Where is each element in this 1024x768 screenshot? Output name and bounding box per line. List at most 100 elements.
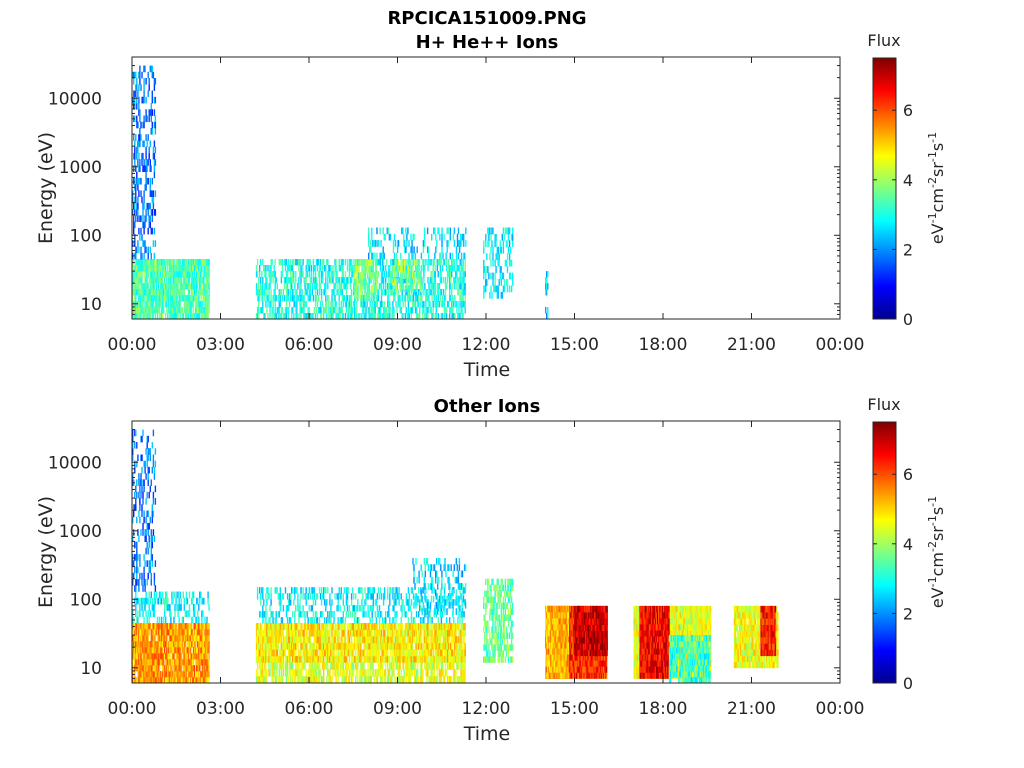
flux-cell	[202, 307, 204, 314]
flux-cell	[154, 96, 157, 104]
flux-cell	[390, 277, 392, 284]
flux-cell	[428, 649, 430, 657]
flux-cell	[310, 662, 312, 670]
flux-cell	[160, 623, 163, 630]
flux-cell	[420, 636, 422, 644]
flux-cell	[189, 677, 192, 683]
flux-cell	[373, 285, 376, 293]
flux-cell	[178, 289, 180, 296]
flux-cell	[427, 629, 429, 637]
flux-cell	[206, 629, 208, 636]
flux-cell	[382, 642, 385, 650]
flux-cell	[451, 313, 453, 319]
flux-cell	[147, 435, 149, 443]
flux-cell	[304, 655, 306, 663]
flux-cell	[279, 289, 281, 296]
flux-cell	[458, 283, 460, 290]
flux-cell	[150, 479, 152, 486]
flux-cell	[141, 635, 143, 642]
flux-cell	[462, 649, 464, 657]
flux-cell	[141, 252, 143, 260]
flux-cell	[433, 655, 435, 663]
flux-cell	[403, 272, 405, 279]
flux-cell	[304, 676, 306, 683]
flux-cell	[146, 541, 148, 549]
flux-cell	[291, 642, 293, 650]
flux-cell	[547, 307, 549, 314]
flux-cell	[204, 301, 206, 308]
flux-cell	[153, 610, 156, 618]
flux-cell	[414, 642, 417, 650]
flux-cell	[299, 289, 301, 296]
flux-cell	[381, 642, 384, 650]
flux-cell	[350, 271, 353, 278]
flux-cell	[175, 629, 177, 636]
flux-cell	[408, 295, 411, 302]
flux-cell	[462, 636, 464, 644]
flux-cell	[306, 655, 308, 663]
flux-cell	[288, 662, 291, 670]
flux-cell	[333, 629, 335, 637]
flux-cell	[137, 259, 139, 266]
flux-cell	[275, 676, 277, 683]
flux-cell	[173, 295, 175, 302]
flux-cell	[151, 635, 153, 642]
flux-cell	[372, 265, 374, 272]
flux-cell	[421, 655, 423, 663]
flux-cell	[355, 259, 357, 266]
flux-cell	[395, 623, 397, 630]
flux-cell	[377, 307, 380, 314]
flux-cell	[262, 642, 264, 650]
flux-cell	[298, 629, 300, 637]
flux-cell	[383, 252, 385, 260]
flux-cell	[193, 623, 196, 630]
flux-cell	[369, 642, 371, 650]
flux-cell	[387, 642, 389, 650]
flux-cell	[454, 277, 456, 284]
flux-cell	[261, 676, 263, 683]
flux-cell	[135, 629, 137, 636]
flux-cell	[315, 642, 318, 650]
flux-cell	[409, 259, 411, 266]
flux-cell	[311, 313, 314, 319]
flux-cell	[463, 240, 465, 247]
flux-cell	[341, 259, 343, 266]
flux-cell	[207, 647, 209, 654]
flux-cell	[462, 277, 464, 284]
flux-cell	[334, 662, 336, 670]
flux-cell	[419, 307, 421, 314]
flux-cell	[375, 649, 378, 657]
flux-cell	[270, 289, 272, 296]
flux-cell	[317, 655, 320, 663]
flux-cell	[152, 454, 155, 462]
flux-cell	[485, 233, 487, 241]
flux-cell	[151, 466, 153, 474]
flux-cell	[278, 636, 280, 644]
flux-cell	[358, 313, 360, 319]
flux-cell	[454, 649, 456, 657]
flux-cell	[345, 307, 348, 314]
flux-cell	[183, 653, 185, 660]
flux-cell	[381, 259, 384, 266]
flux-cell	[200, 289, 202, 296]
flux-cell	[303, 649, 305, 657]
flux-cell	[187, 313, 190, 319]
flux-cell	[136, 541, 138, 549]
flux-cell	[268, 623, 270, 630]
flux-cell	[259, 265, 261, 272]
flux-cell	[360, 636, 362, 644]
flux-cell	[287, 277, 290, 284]
flux-cell	[150, 252, 152, 260]
flux-cell	[403, 629, 405, 637]
flux-cell	[362, 307, 364, 314]
flux-cell	[329, 676, 331, 683]
flux-cell	[435, 307, 437, 314]
flux-cell	[275, 313, 277, 319]
flux-cell	[407, 307, 410, 314]
flux-cell	[147, 301, 149, 308]
flux-cell	[300, 259, 302, 266]
flux-cell	[154, 159, 157, 166]
flux-cell	[292, 265, 294, 272]
flux-cell	[182, 629, 184, 636]
flux-cell	[137, 140, 139, 148]
